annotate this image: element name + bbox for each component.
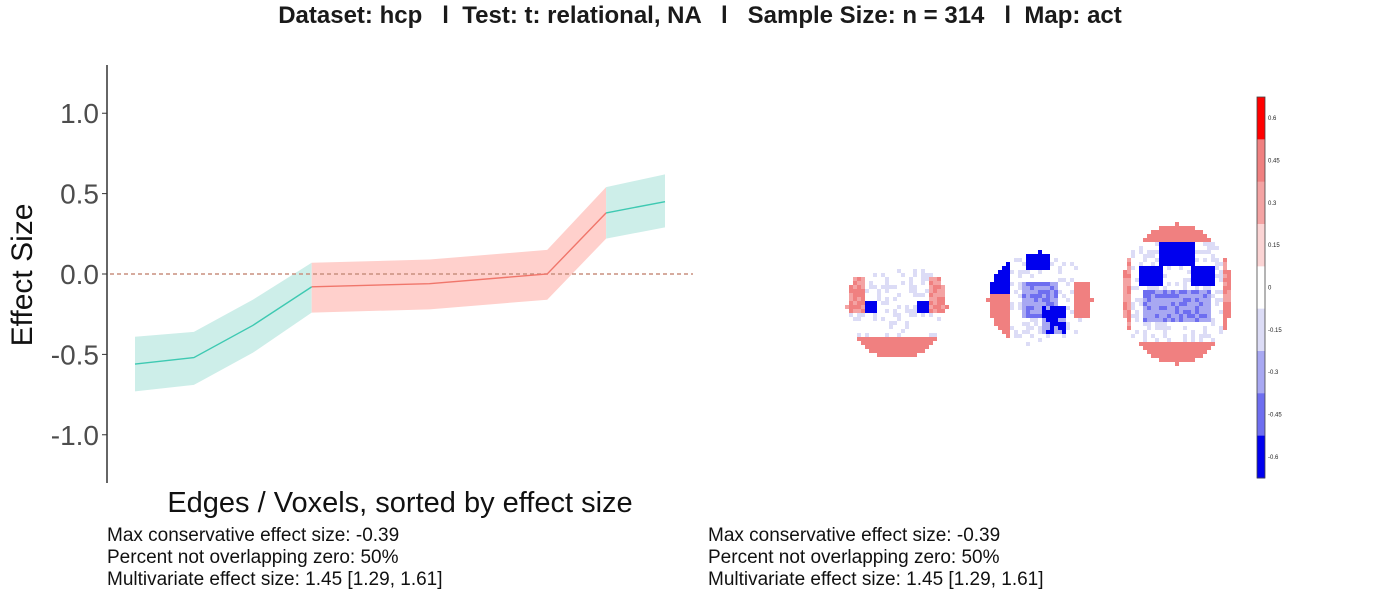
colorbar-band: [1257, 435, 1265, 479]
colorbar-band: [1257, 97, 1265, 140]
colorbar-band: [1257, 266, 1265, 310]
figure-canvas: 1.0 0.5 0.0 -0.5 -1.0 Effect Size Edges / Vo…: [6, 65, 1282, 519]
effect-lines: [134, 200, 666, 365]
colorbar-tick-label: 0.6: [1268, 116, 1277, 122]
brain-slices: [845, 222, 1231, 366]
y-axis-label: Effect Size: [6, 204, 39, 347]
colorbar-border: [1256, 96, 1266, 479]
colorbar-tick-label: 0.45: [1268, 159, 1280, 165]
brain-slice-1: [845, 257, 949, 357]
y-tick-label: 0.5: [60, 179, 99, 210]
effect-line-2: [311, 212, 607, 288]
x-axis-label: Edges / Voxels, sorted by effect size: [167, 487, 632, 519]
confidence-band-2: [311, 187, 607, 313]
colorbar-tick-label: -0.15: [1268, 328, 1282, 334]
colorbar-tick-label: 0: [1268, 286, 1272, 292]
colorbar-band: [1257, 308, 1265, 352]
multivariate-effect-size: Multivariate effect size: 1.45 [1.29, 1.…: [107, 569, 443, 590]
percent-not-overlapping-zero: Percent not overlapping zero: 50%: [107, 547, 399, 568]
brain-slice-3: [1123, 222, 1231, 366]
effect-size-plot: 1.0 0.5 0.0 -0.5 -1.0 Effect Size Edges / Vo…: [6, 65, 693, 519]
colorbar-tick-label: -0.3: [1268, 370, 1279, 376]
colorbar-tick-label: 0.3: [1268, 201, 1277, 207]
colorbar-band: [1257, 181, 1265, 225]
y-axis-ticks: 1.0 0.5 0.0 -0.5 -1.0: [51, 98, 107, 451]
colorbar-band: [1257, 393, 1265, 437]
chart-title: Dataset: hcp l Test: t: relational, NA l…: [278, 2, 1122, 29]
colorbar-band: [1257, 224, 1265, 267]
colorbar-tick-label: 0.15: [1268, 243, 1280, 249]
y-tick-label: -0.5: [51, 339, 99, 370]
colorbar-tick-label: -0.45: [1268, 413, 1282, 419]
colorbar-tick-label: -0.6: [1268, 455, 1279, 461]
effect-line-3: [605, 200, 666, 214]
y-tick-label: 1.0: [60, 98, 99, 129]
percent-not-overlapping-zero: Percent not overlapping zero: 50%: [708, 547, 1000, 568]
brain-slice-2: [986, 250, 1094, 350]
colorbar-band: [1257, 351, 1265, 394]
y-tick-label: 0.0: [60, 259, 99, 290]
colorbar: 0.6 0.45 0.3 0.15 0 -0.15 -0.3 -0.45 -0.6: [1256, 96, 1282, 479]
brain-map-panel: 0.6 0.45 0.3 0.15 0 -0.15 -0.3 -0.45 -0.6: [845, 96, 1282, 479]
stats-right: Max conservative effect size: -0.39 Perc…: [708, 525, 1044, 591]
confidence-band-1: [135, 262, 312, 392]
stats-left: Max conservative effect size: -0.39 Perc…: [107, 525, 443, 591]
y-tick-label: -1.0: [51, 420, 99, 451]
max-conservative-effect-size: Max conservative effect size: -0.39: [107, 525, 400, 546]
effect-line-1: [134, 286, 313, 365]
colorbar-band: [1257, 139, 1265, 183]
max-conservative-effect-size: Max conservative effect size: -0.39: [708, 525, 1001, 546]
confidence-band-3: [606, 174, 665, 239]
multivariate-effect-size: Multivariate effect size: 1.45 [1.29, 1.…: [708, 569, 1044, 590]
confidence-bands: [135, 174, 665, 392]
